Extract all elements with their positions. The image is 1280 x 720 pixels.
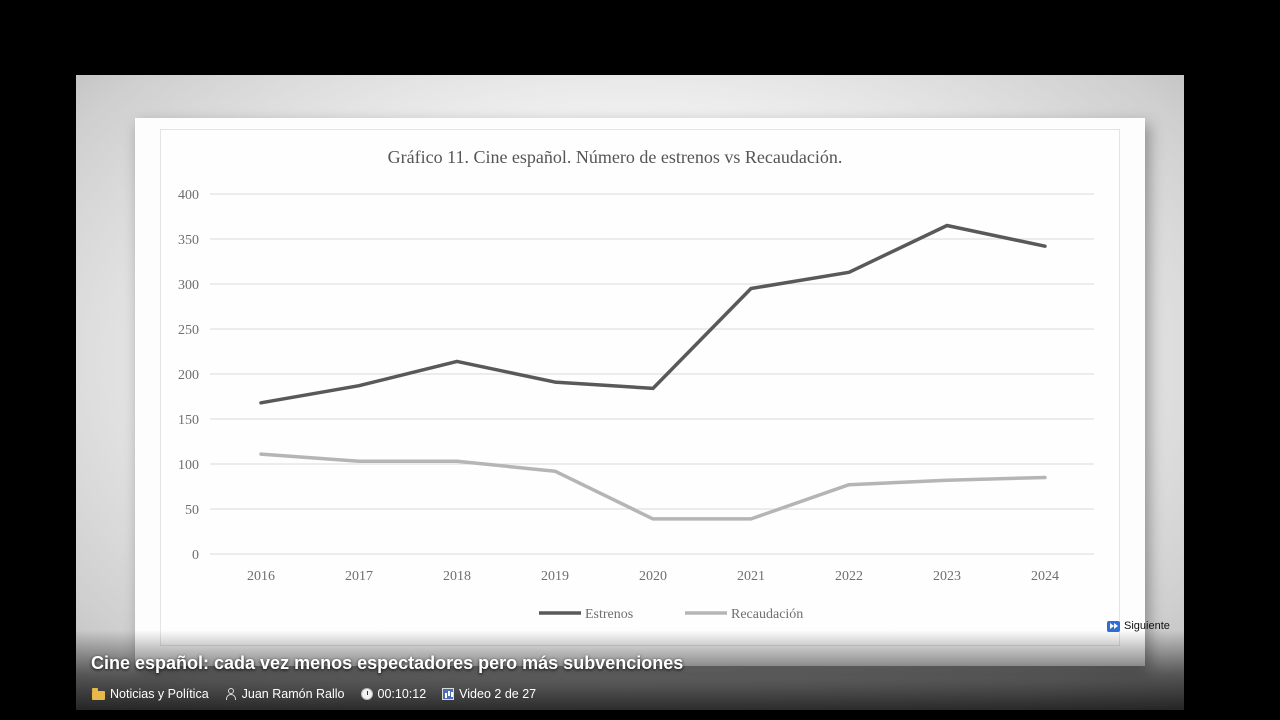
timer-icon bbox=[360, 688, 373, 700]
chart-frame: Gráfico 11. Cine español. Número de estr… bbox=[160, 129, 1120, 646]
info-overlay bbox=[76, 630, 1184, 710]
x-tick-label: 2020 bbox=[639, 569, 667, 584]
x-tick-label: 2022 bbox=[835, 569, 863, 584]
y-tick-label: 250 bbox=[178, 323, 199, 338]
next-video-button[interactable]: Siguiente bbox=[1107, 620, 1170, 632]
folder-icon bbox=[92, 687, 105, 700]
meta-author[interactable]: Juan Ramón Rallo bbox=[225, 687, 345, 701]
line-chart: Gráfico 11. Cine español. Número de estr… bbox=[178, 147, 1094, 622]
x-tick-label: 2018 bbox=[443, 569, 471, 584]
chart-legend: Estrenos Recaudación bbox=[539, 607, 803, 622]
y-tick-label: 150 bbox=[178, 413, 199, 428]
y-tick-label: 350 bbox=[178, 233, 199, 248]
legend-label: Recaudación bbox=[731, 607, 803, 622]
elapsed-label: 00:10:12 bbox=[377, 687, 427, 701]
series-line-estrenos bbox=[259, 223, 1047, 405]
video-title: Cine español: cada vez menos espectadore… bbox=[91, 653, 684, 673]
next-track-icon bbox=[1107, 620, 1120, 632]
video-player[interactable]: Gráfico 11. Cine español. Número de estr… bbox=[76, 75, 1184, 710]
meta-category[interactable]: Noticias y Política bbox=[92, 687, 209, 701]
y-axis: 0 50 100 150 200 250 300 350 400 bbox=[178, 188, 199, 563]
x-axis: 2016 2017 2018 2019 2020 2021 2022 2023 2024 bbox=[247, 569, 1059, 584]
y-tick-label: 300 bbox=[178, 278, 199, 293]
chart-icon bbox=[442, 688, 455, 700]
x-tick-label: 2017 bbox=[345, 569, 373, 584]
x-tick-label: 2023 bbox=[933, 569, 961, 584]
position-label: Video 2 de 27 bbox=[459, 687, 537, 701]
y-tick-label: 400 bbox=[178, 188, 199, 203]
user-icon bbox=[225, 688, 237, 700]
y-tick-label: 100 bbox=[178, 458, 199, 473]
meta-elapsed: 00:10:12 bbox=[360, 687, 427, 701]
y-tick-label: 0 bbox=[192, 548, 199, 563]
chart-series bbox=[259, 223, 1047, 521]
meta-position: Video 2 de 27 bbox=[442, 687, 536, 701]
y-tick-label: 200 bbox=[178, 368, 199, 383]
x-tick-label: 2016 bbox=[247, 569, 275, 584]
x-tick-label: 2019 bbox=[541, 569, 569, 584]
legend-label: Estrenos bbox=[585, 607, 633, 622]
category-label: Noticias y Política bbox=[110, 687, 209, 701]
x-tick-label: 2021 bbox=[737, 569, 765, 584]
chart-paper: Gráfico 11. Cine español. Número de estr… bbox=[135, 118, 1145, 666]
next-label: Siguiente bbox=[1124, 620, 1170, 632]
x-tick-label: 2024 bbox=[1031, 569, 1059, 584]
video-meta: Noticias y Política Juan Ramón Rallo 00:… bbox=[92, 687, 536, 701]
y-tick-label: 50 bbox=[185, 503, 199, 518]
chart-grid bbox=[210, 193, 1094, 555]
author-label: Juan Ramón Rallo bbox=[241, 687, 345, 701]
chart-title: Gráfico 11. Cine español. Número de estr… bbox=[388, 147, 843, 167]
